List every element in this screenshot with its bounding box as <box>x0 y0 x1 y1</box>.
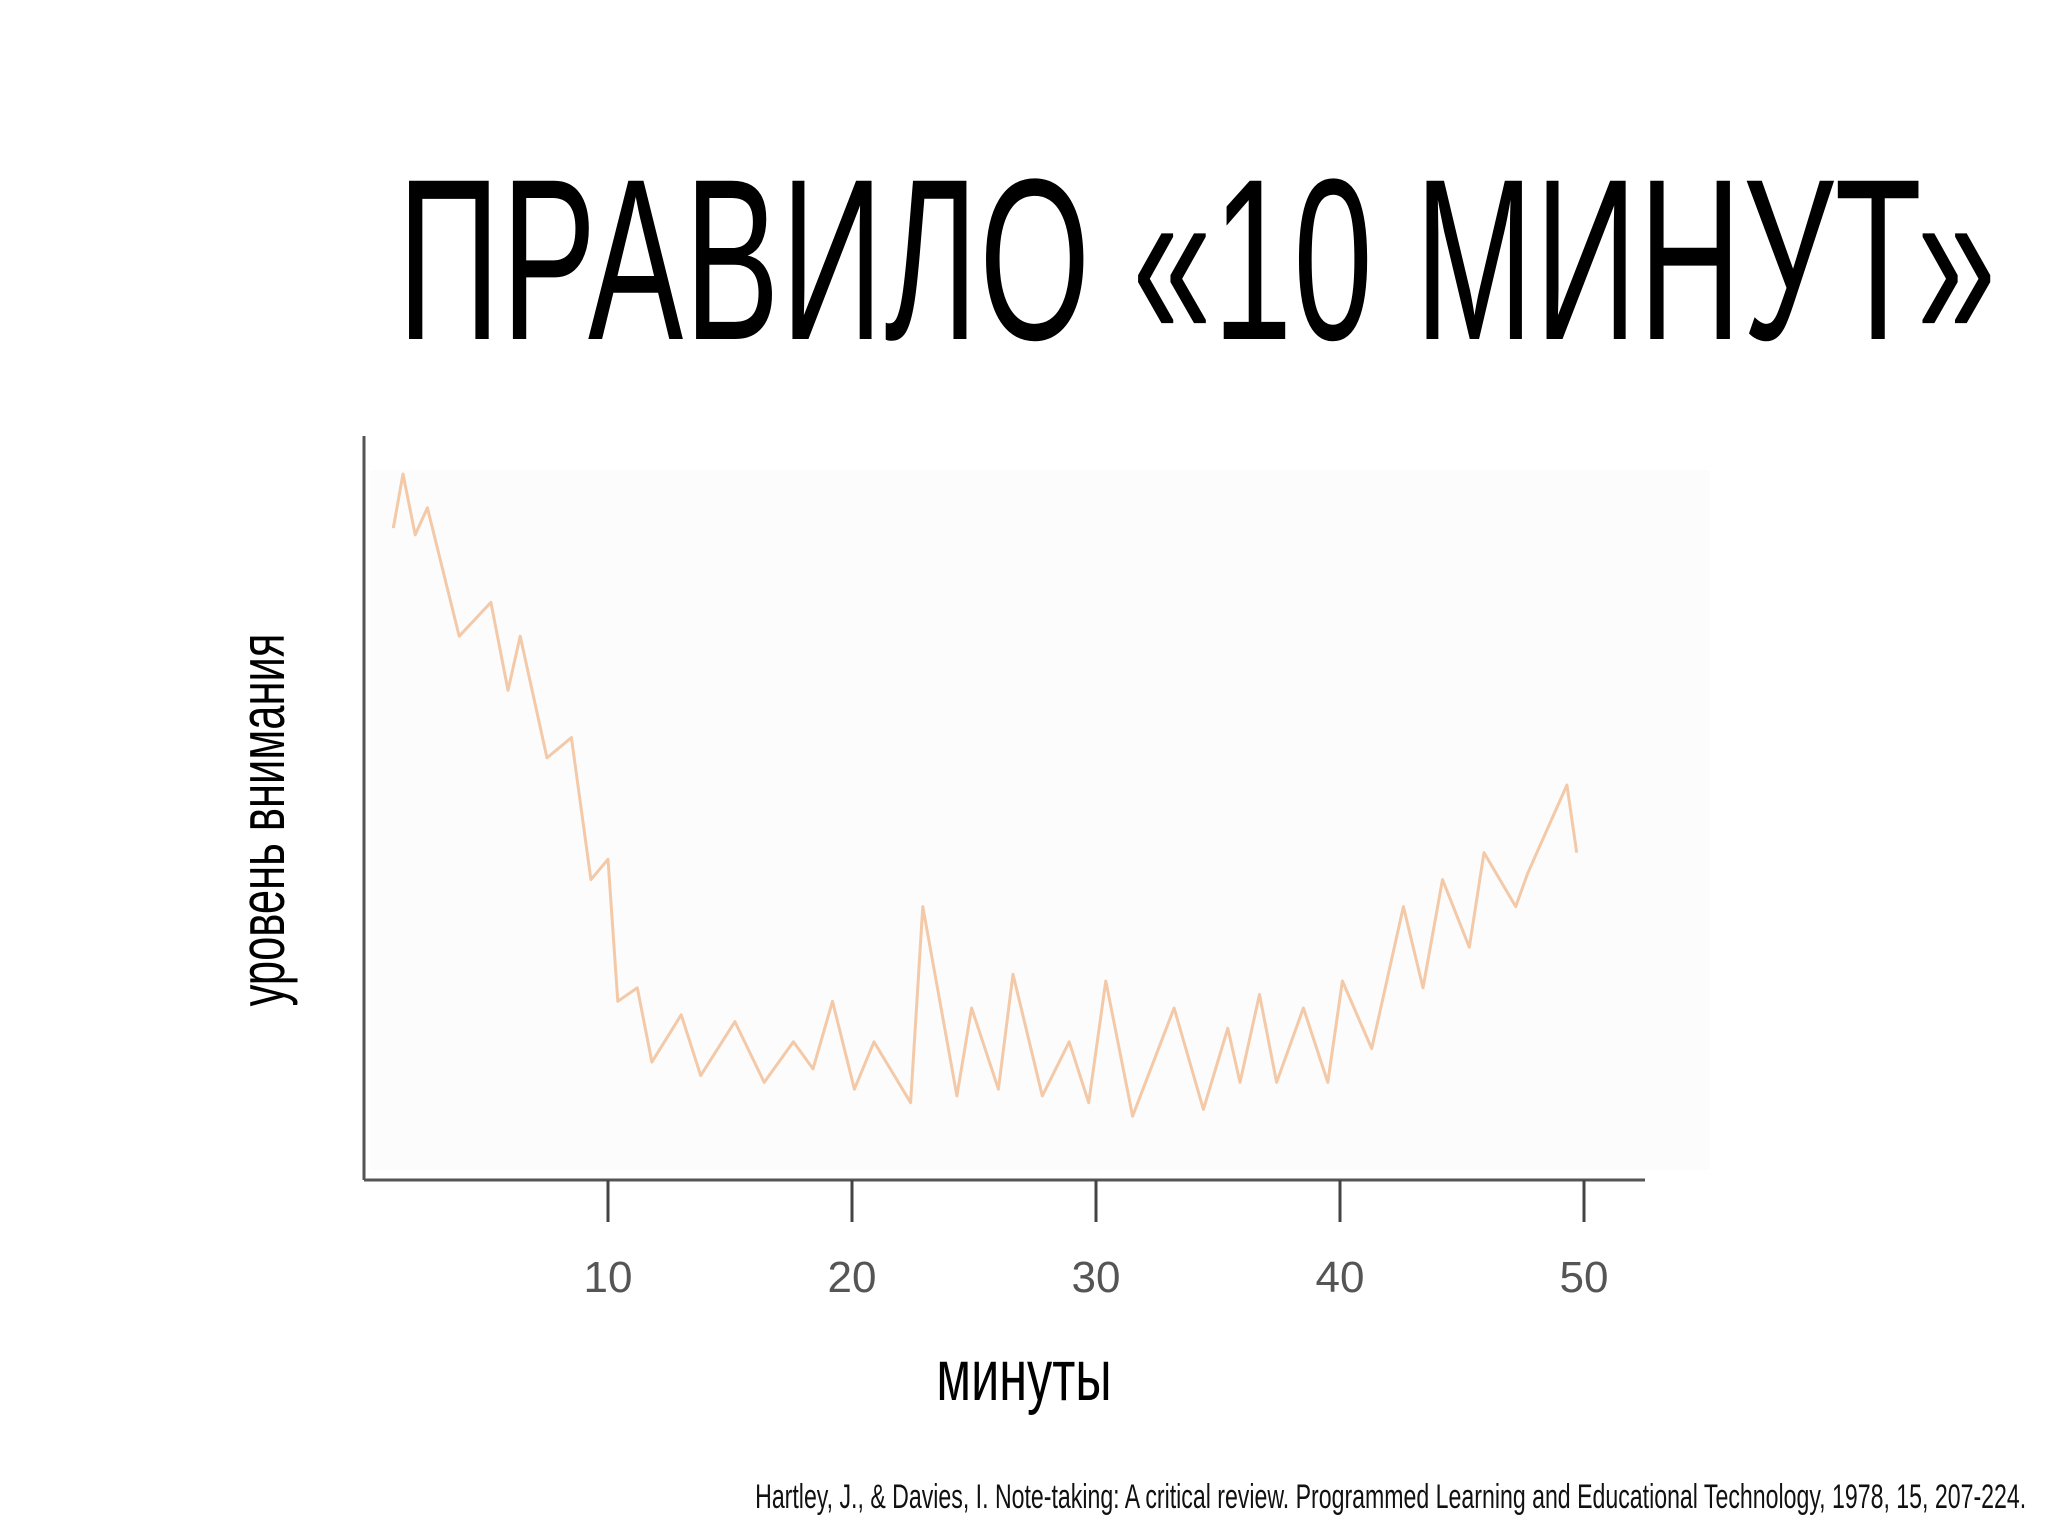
attention-series-line <box>391 472 1579 1118</box>
x-tick-label: 20 <box>828 1253 877 1302</box>
plot-background <box>370 470 1710 1170</box>
x-tick-label: 40 <box>1316 1253 1365 1302</box>
chart-axes <box>362 436 1645 1182</box>
x-tick-label: 10 <box>584 1253 633 1302</box>
x-tick-label: 30 <box>1072 1253 1121 1302</box>
x-axis-label: минуты <box>936 1336 1112 1416</box>
y-axis-label: уровень внимания <box>226 633 298 1007</box>
citation: Hartley, J., & Davies, I. Note-taking: A… <box>754 1478 2026 1516</box>
x-ticks: 10 20 30 40 50 <box>584 1180 1609 1302</box>
x-tick-label: 50 <box>1560 1253 1609 1302</box>
